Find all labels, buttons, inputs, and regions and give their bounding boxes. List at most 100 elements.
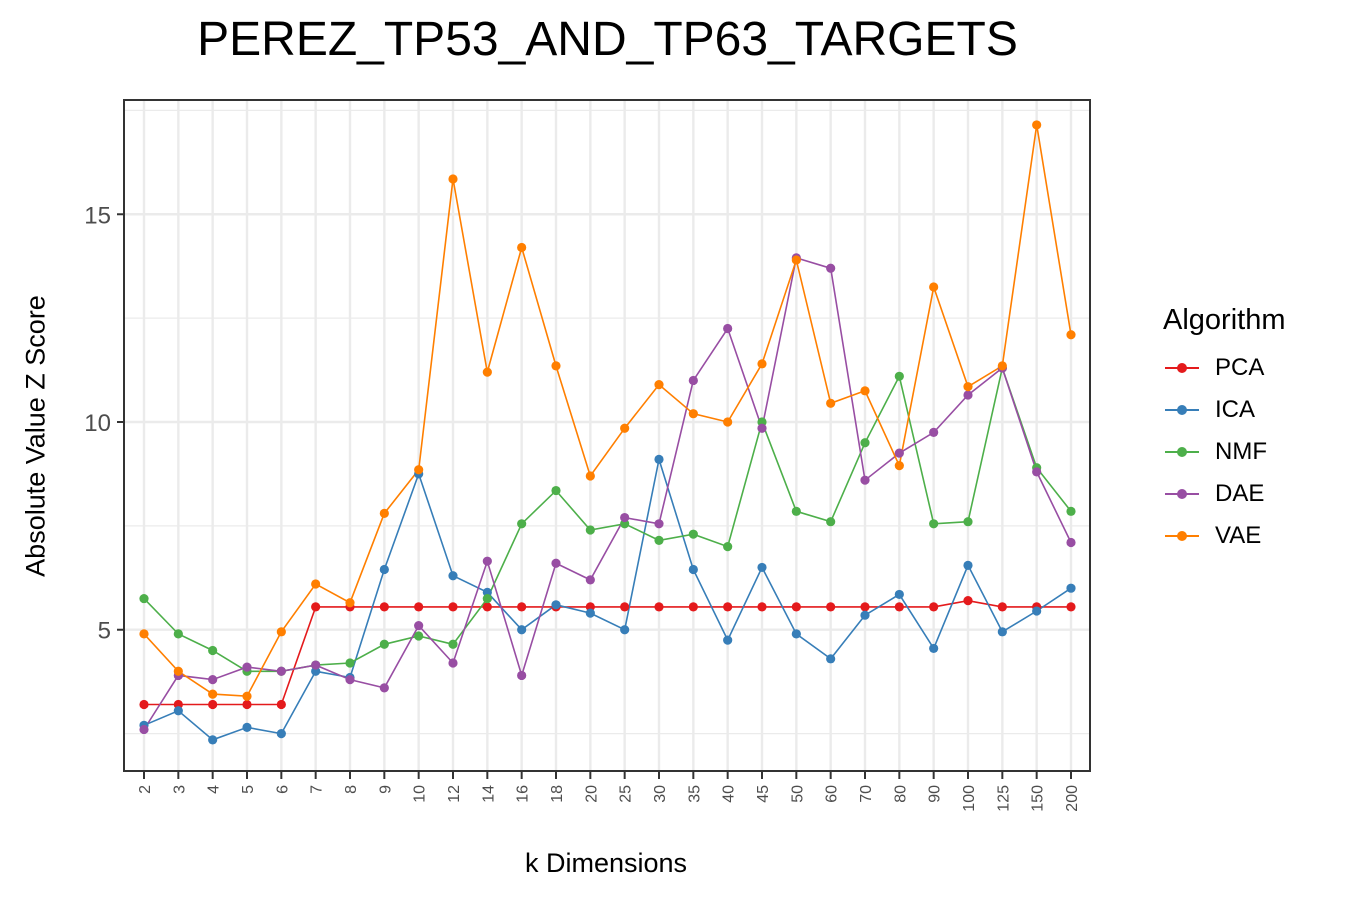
legend-key — [1163, 442, 1201, 462]
data-point-vae — [242, 691, 252, 701]
data-point-ica — [826, 654, 836, 664]
series-line-vae — [143, 124, 1072, 698]
data-point-dae — [654, 519, 664, 529]
data-point-vae — [1032, 120, 1042, 130]
x-tick-label: 125 — [995, 785, 1012, 812]
data-point-vae — [688, 409, 698, 419]
data-point-pca — [517, 602, 527, 612]
data-point-ica — [723, 635, 733, 645]
data-point-vae — [860, 386, 870, 396]
x-tick-label: 9 — [377, 785, 394, 794]
data-point-pca — [414, 602, 424, 612]
data-point-pca — [139, 699, 149, 710]
data-point-vae — [654, 380, 664, 390]
x-tick-label: 10 — [412, 785, 429, 803]
data-point-vae — [414, 465, 424, 475]
data-point-ica — [757, 562, 767, 573]
data-point-ica — [894, 589, 904, 600]
data-point-dae — [311, 660, 321, 670]
data-point-vae — [791, 255, 801, 265]
data-point-vae — [173, 666, 183, 676]
y-tick-label: 10 — [84, 410, 111, 437]
y-tick-label: 5 — [98, 618, 111, 645]
data-point-ica — [929, 643, 939, 654]
data-point-nmf — [894, 371, 904, 381]
data-point-dae — [826, 263, 836, 273]
data-point-dae — [345, 674, 355, 685]
data-point-pca — [311, 602, 321, 612]
data-point-dae — [242, 662, 252, 672]
data-point-nmf — [517, 519, 527, 529]
legend-label: ICA — [1215, 396, 1256, 423]
data-point-pca — [654, 602, 664, 612]
x-tick-label: 16 — [515, 785, 532, 803]
x-axis-label: k Dimensions — [524, 848, 688, 878]
data-point-dae — [585, 575, 595, 585]
x-tick-label: 25 — [618, 785, 635, 803]
x-tick-label: 90 — [927, 785, 944, 803]
data-point-ica — [379, 564, 389, 575]
data-point-vae — [997, 361, 1007, 371]
legend-key — [1163, 358, 1201, 378]
data-point-ica — [276, 729, 286, 739]
data-point-nmf — [379, 639, 389, 649]
x-tick-label: 8 — [343, 785, 360, 794]
data-point-dae — [688, 375, 698, 386]
data-point-ica — [620, 625, 630, 635]
data-point-ica — [448, 571, 458, 581]
data-point-ica — [517, 625, 527, 635]
data-point-dae — [379, 683, 389, 693]
legend-key — [1163, 400, 1201, 420]
legend-label: DAE — [1215, 480, 1265, 507]
data-point-nmf — [929, 519, 939, 529]
data-point-vae — [276, 627, 286, 637]
data-point-dae — [757, 423, 767, 433]
x-tick-label: 100 — [961, 785, 978, 812]
data-point-pca — [208, 699, 218, 710]
data-point-dae — [894, 448, 904, 458]
x-tick-label: 6 — [274, 785, 291, 794]
legend-label: PCA — [1215, 354, 1265, 381]
x-tick-label: 2 — [137, 785, 154, 794]
x-tick-label: 50 — [789, 785, 806, 803]
data-point-vae — [517, 242, 527, 253]
data-point-vae — [894, 461, 904, 471]
data-point-ica — [173, 706, 183, 716]
data-point-vae — [448, 174, 458, 184]
data-point-pca — [997, 602, 1007, 612]
data-point-nmf — [551, 485, 561, 496]
data-point-dae — [139, 724, 149, 735]
data-point-pca — [963, 596, 973, 606]
chart-title: PEREZ_TP53_AND_TP63_TARGETS — [197, 13, 1018, 66]
data-point-dae — [1066, 537, 1076, 548]
data-point-pca — [482, 602, 492, 612]
legend: Algorithm PCA ICA NMF DAE VAE — [1163, 304, 1286, 557]
series-line-dae — [143, 256, 1072, 730]
data-point-vae — [379, 508, 389, 519]
data-point-dae — [963, 390, 973, 400]
y-axis-label: Absolute Value Z Score — [20, 295, 51, 577]
data-point-dae — [448, 658, 458, 668]
data-point-vae — [620, 423, 630, 433]
series-line-pca — [144, 599, 1071, 706]
data-point-dae — [929, 427, 939, 437]
data-point-ica — [997, 627, 1007, 637]
legend-item-dae: DAE — [1163, 473, 1286, 515]
data-point-ica — [585, 608, 595, 618]
x-tick-label: 18 — [549, 785, 566, 803]
x-tick-label: 70 — [858, 785, 875, 803]
data-point-pca — [791, 602, 801, 612]
data-point-pca — [826, 602, 836, 612]
x-tick-label: 4 — [206, 785, 223, 794]
data-point-pca — [723, 602, 733, 612]
data-point-pca — [929, 602, 939, 612]
data-point-dae — [482, 556, 492, 566]
data-point-ica — [791, 629, 801, 639]
data-point-vae — [551, 361, 561, 371]
data-point-pca — [894, 602, 904, 612]
data-point-pca — [379, 602, 389, 612]
x-tick-label: 60 — [824, 785, 841, 803]
data-point-nmf — [482, 593, 492, 604]
data-point-ica — [1032, 606, 1042, 616]
data-point-pca — [620, 602, 630, 612]
